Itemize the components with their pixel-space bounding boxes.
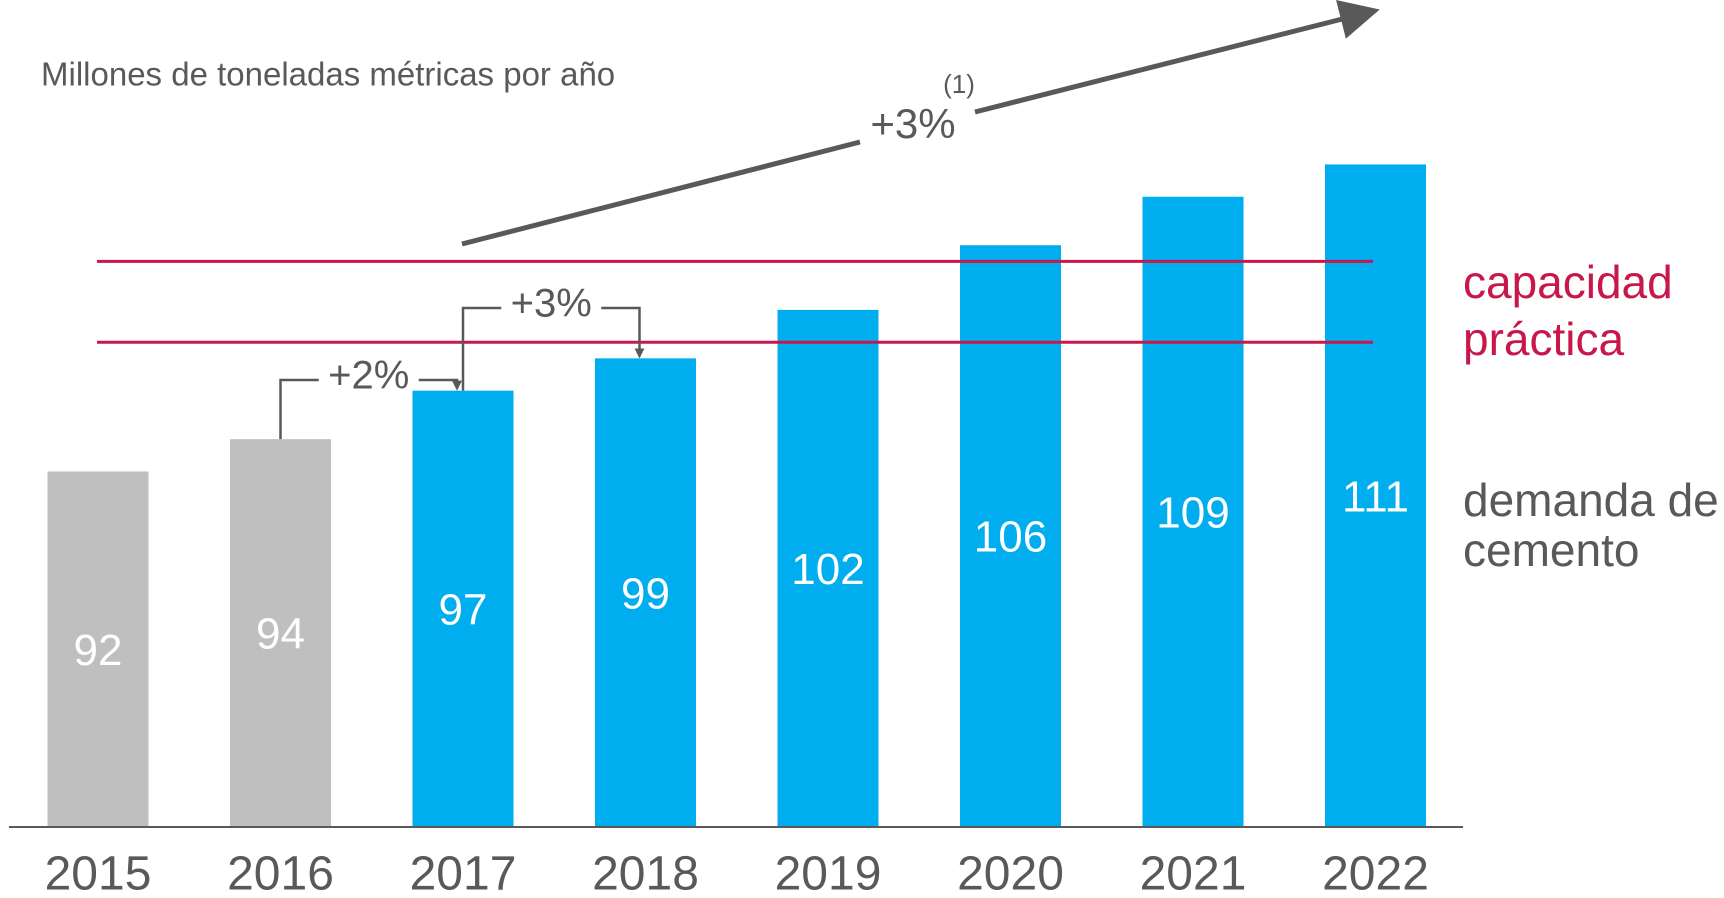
trend-note: (1) [943, 69, 975, 99]
value-label: 92 [74, 626, 123, 675]
growth-bracket [279, 378, 319, 440]
growth-label: +2% [328, 354, 409, 398]
trend-arrow [461, 139, 861, 247]
x-tick-label: 2015 [45, 848, 152, 898]
bar [1142, 196, 1244, 827]
value-label: 94 [256, 610, 305, 659]
x-tick-label: 2019 [775, 848, 882, 898]
bar [1325, 164, 1426, 827]
value-label: 111 [1342, 472, 1409, 521]
value-label: 109 [1156, 489, 1229, 538]
x-tick-label: 2022 [1322, 848, 1429, 898]
value-label: 106 [974, 513, 1047, 562]
trend-label: +3% [870, 100, 955, 147]
bar [412, 390, 514, 827]
x-tick-label: 2018 [592, 848, 699, 898]
bar [47, 471, 149, 827]
capacity-label: práctica [1463, 313, 1624, 365]
x-tick-label: 2017 [410, 848, 517, 898]
x-tick-label: 2020 [957, 848, 1064, 898]
chart-title: Millones de toneladas métricas por año [41, 56, 615, 93]
bar [230, 439, 331, 827]
value-label: 102 [791, 545, 864, 594]
growth-bracket [461, 306, 502, 391]
bar [777, 309, 879, 827]
value-label: 99 [621, 569, 670, 618]
bar [595, 358, 696, 827]
growth-bracket [418, 378, 462, 391]
series-label: cemento [1463, 524, 1639, 576]
growth-bracket [601, 306, 645, 359]
trend-arrow [974, 0, 1380, 115]
x-tick-label: 2016 [227, 848, 334, 898]
series-label: demanda de [1463, 474, 1719, 526]
x-tick-label: 2021 [1140, 848, 1247, 898]
capacity-label: capacidad [1463, 256, 1673, 308]
value-label: 97 [439, 585, 488, 634]
growth-label: +3% [511, 282, 592, 326]
